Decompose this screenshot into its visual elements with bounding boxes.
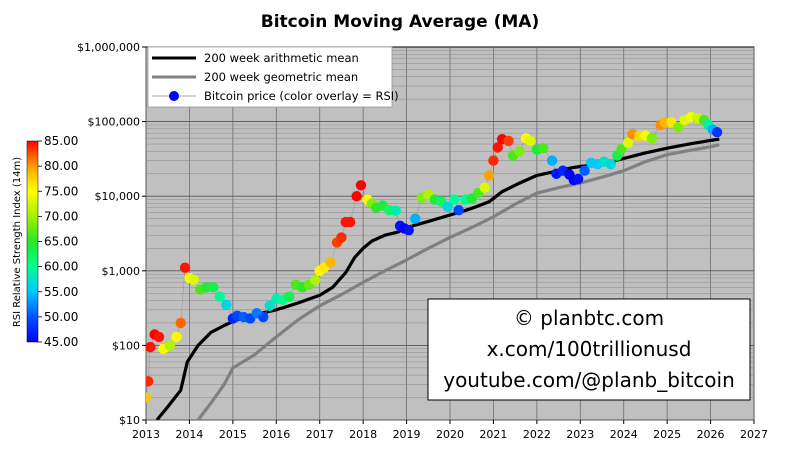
price-point	[410, 213, 421, 224]
price-point	[310, 274, 321, 286]
price-point	[284, 291, 295, 302]
price-point	[488, 155, 499, 166]
price-point	[672, 122, 684, 133]
price-point	[453, 204, 464, 216]
price-point	[514, 146, 525, 157]
price-point	[171, 331, 182, 343]
price-point	[146, 341, 156, 353]
colorbar-gradient	[26, 140, 39, 343]
watermark-line-2: x.com/100trillionusd	[487, 337, 692, 361]
price-point	[355, 180, 367, 191]
x-tick-label: 2024	[610, 428, 638, 441]
price-point	[616, 143, 627, 155]
price-point	[622, 137, 634, 148]
price-point	[344, 216, 356, 228]
x-tick-label: 2015	[219, 428, 247, 441]
watermark: © planbtc.com x.com/100trillionusd youtu…	[427, 298, 751, 401]
price-point	[442, 201, 454, 213]
x-tick-label: 2016	[262, 428, 290, 441]
price-point	[525, 135, 536, 147]
colorbar-ticks: 85.00 80.00 75.00 70.00 65.00 60.00 55.00 50.00…	[38, 134, 78, 349]
price-points	[146, 111, 723, 403]
colorbar-tick-label: 70.00	[44, 209, 78, 223]
y-axis-ticks: $10 $100 $1,000 $10,000 $100,000 $1,000,000	[77, 41, 146, 427]
legend-label-price: Bitcoin price (color overlay = RSI)	[204, 89, 399, 103]
price-point	[146, 392, 152, 403]
watermark-box	[427, 298, 751, 401]
watermark-line-3: youtube.com/@planb_bitcoin	[443, 368, 735, 392]
line-geometric-mean	[196, 143, 720, 420]
x-tick-label: 2023	[566, 428, 594, 441]
price-point	[146, 376, 154, 387]
legend-label-arith: 200 week arithmetic mean	[204, 51, 359, 65]
x-tick-label: 2017	[306, 428, 334, 441]
colorbar: RSI Relative Strength Index (14m) 85.008…	[12, 134, 78, 349]
watermark-line-1: © planbtc.com	[514, 306, 664, 330]
price-point	[546, 155, 558, 166]
x-tick-label: 2018	[349, 428, 377, 441]
price-point	[325, 257, 336, 268]
price-point	[221, 299, 232, 311]
price-point	[264, 300, 275, 311]
y-tick-label: $1,000	[102, 265, 141, 278]
price-point	[153, 331, 165, 343]
price-point	[403, 225, 414, 236]
price-point	[188, 274, 199, 285]
x-tick-label: 2021	[479, 428, 507, 441]
colorbar-tick-label: 80.00	[44, 159, 78, 173]
price-point	[214, 291, 226, 302]
price-point	[605, 158, 616, 170]
x-tick-label: 2022	[523, 428, 551, 441]
x-tick-label: 2020	[436, 428, 464, 441]
price-point	[175, 317, 186, 329]
colorbar-tick-label: 45.00	[44, 335, 78, 349]
y-tick-label: $10	[119, 414, 140, 427]
price-point	[646, 132, 658, 144]
price-point	[711, 127, 723, 138]
x-tick-label: 2019	[393, 428, 421, 441]
x-tick-label: 2014	[175, 428, 203, 441]
x-tick-label: 2025	[653, 428, 681, 441]
y-tick-label: $100	[112, 339, 140, 352]
x-tick-label: 2026	[697, 428, 725, 441]
price-point	[258, 311, 269, 323]
price-point	[449, 194, 460, 205]
colorbar-tick-label: 65.00	[44, 235, 78, 249]
price-point	[579, 165, 590, 176]
legend-swatch-price	[169, 91, 179, 101]
y-tick-label: $1,000,000	[77, 41, 140, 54]
colorbar-tick-label: 75.00	[44, 184, 78, 198]
price-point	[208, 282, 219, 293]
price-point	[164, 340, 176, 351]
y-tick-label: $100,000	[88, 116, 141, 129]
price-point	[503, 135, 514, 147]
price-point	[492, 142, 503, 153]
x-tick-label: 2027	[740, 428, 768, 441]
colorbar-tick-label: 85.00	[44, 134, 78, 148]
chart-title: Bitcoin Moving Average (MA)	[261, 12, 539, 32]
y-tick-label: $10,000	[95, 190, 141, 203]
price-point	[390, 205, 401, 216]
colorbar-tick-label: 50.00	[44, 310, 78, 324]
price-point	[479, 182, 490, 193]
colorbar-tick-label: 55.00	[44, 285, 78, 299]
colorbar-label: RSI Relative Strength Index (14m)	[12, 157, 23, 327]
price-point	[179, 262, 191, 273]
legend-label-geo: 200 week geometric mean	[204, 70, 358, 84]
price-point	[351, 191, 362, 202]
legend: 200 week arithmetic mean 200 week geomet…	[147, 46, 399, 108]
price-point	[483, 170, 495, 181]
x-tick-label: 2013	[132, 428, 160, 441]
x-axis-ticks: 2013 2014 2015 2016 2017 2018 2019 2020 2021 2022…	[132, 420, 768, 441]
price-point	[538, 142, 549, 154]
price-point	[336, 232, 347, 243]
colorbar-tick-label: 60.00	[44, 260, 78, 274]
price-point	[572, 173, 584, 185]
